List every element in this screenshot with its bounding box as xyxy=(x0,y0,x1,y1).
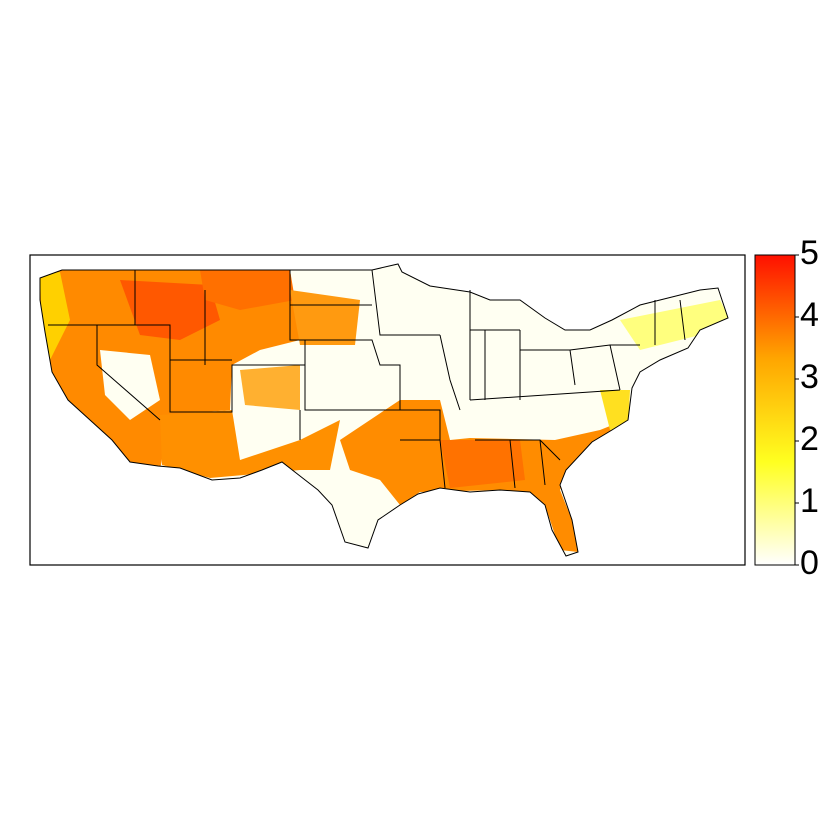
colorbar-tick-label: 3 xyxy=(800,358,819,396)
colorbar-tick-label: 2 xyxy=(800,420,819,458)
state-borders xyxy=(39,263,729,557)
colorbar-tick-label: 1 xyxy=(800,482,819,520)
colorbar-tick-label: 5 xyxy=(800,234,819,272)
colorbar-tick-label: 4 xyxy=(800,296,819,334)
colorbar-tick-label: 0 xyxy=(800,544,819,582)
colorbar xyxy=(754,254,796,566)
